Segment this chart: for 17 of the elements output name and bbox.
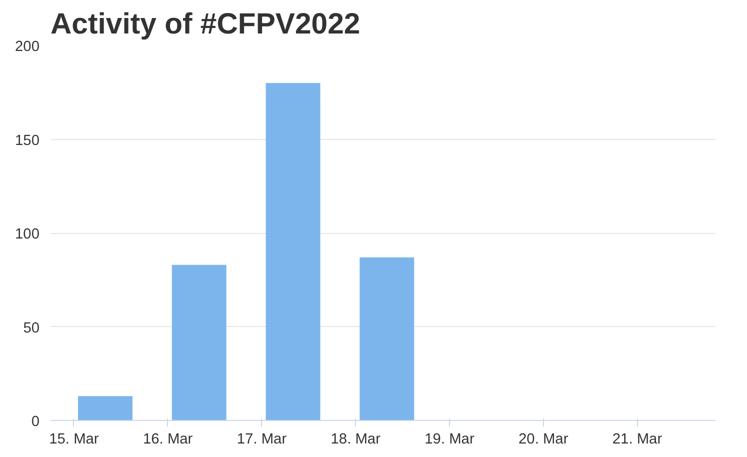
x-tick-label: 20. Mar	[518, 432, 568, 448]
x-tick-label: 17. Mar	[236, 432, 287, 448]
x-tick-label: 21. Mar	[612, 432, 662, 448]
chart-title: Activity of #CFPV2022	[50, 8, 360, 40]
y-tick-label: 50	[23, 320, 40, 336]
y-tick-label: 200	[15, 39, 40, 55]
bar	[172, 264, 226, 420]
bar	[78, 396, 132, 420]
x-tick-label: 15. Mar	[49, 432, 99, 448]
y-tick-label: 0	[31, 414, 40, 430]
y-tick-label: 100	[15, 226, 40, 242]
bar	[360, 257, 414, 420]
x-tick-label: 16. Mar	[143, 432, 193, 448]
y-tick-label: 150	[15, 132, 40, 149]
x-tick-label: 19. Mar	[424, 432, 474, 448]
bar	[266, 83, 320, 420]
x-tick-label: 18. Mar	[330, 432, 381, 448]
